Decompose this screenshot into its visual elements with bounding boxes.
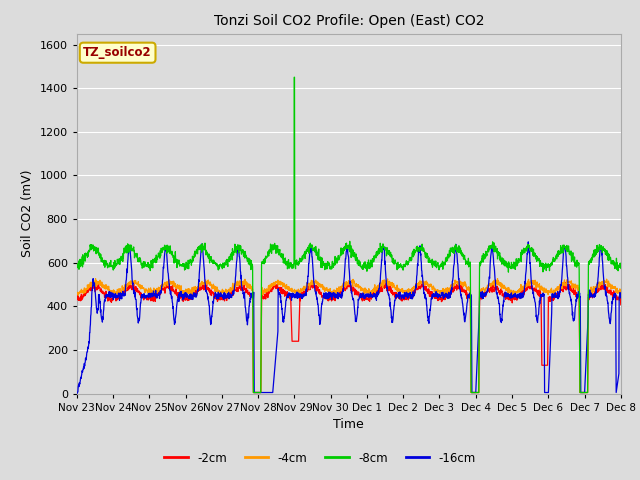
Bar — [77, 219, 621, 263]
Title: Tonzi Soil CO2 Profile: Open (East) CO2: Tonzi Soil CO2 Profile: Open (East) CO2 — [214, 14, 484, 28]
Text: TZ_soilco2: TZ_soilco2 — [83, 46, 152, 59]
X-axis label: Time: Time — [333, 418, 364, 431]
Y-axis label: Soil CO2 (mV): Soil CO2 (mV) — [21, 170, 34, 257]
Legend: -2cm, -4cm, -8cm, -16cm: -2cm, -4cm, -8cm, -16cm — [159, 447, 481, 469]
